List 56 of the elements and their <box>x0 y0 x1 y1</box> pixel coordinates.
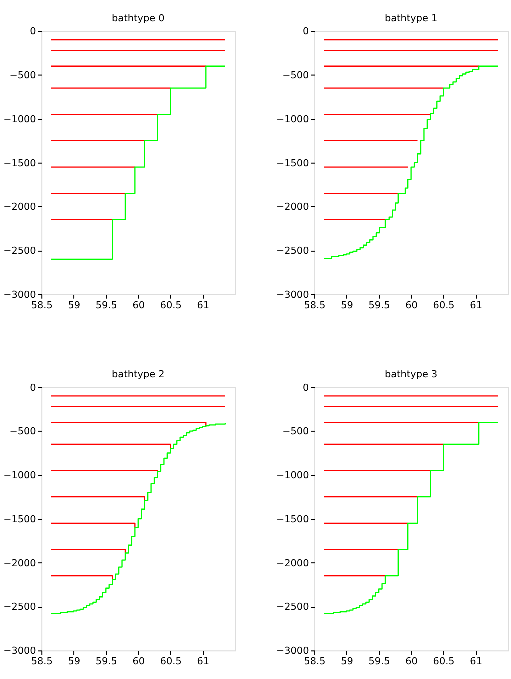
x-tick-label: 59.5 <box>96 656 118 668</box>
chart-title: bathtype 2 <box>112 370 165 381</box>
y-tick-label: −1500 <box>276 158 310 170</box>
y-tick-label: −500 <box>282 70 310 82</box>
x-tick-label: 60.5 <box>160 300 182 312</box>
x-tick-label: 59 <box>68 300 81 312</box>
x-tick-label: 59.5 <box>368 300 390 312</box>
y-tick-label: −500 <box>282 426 310 438</box>
x-tick-label: 61 <box>197 656 210 668</box>
y-tick-label: −2000 <box>276 558 310 570</box>
y-tick-label: 0 <box>303 382 310 394</box>
y-tick-label: −1000 <box>276 114 310 126</box>
y-tick-label: −1500 <box>276 514 310 526</box>
x-tick-label: 60.5 <box>160 656 182 668</box>
y-tick-label: −3000 <box>276 290 310 301</box>
x-tick-label: 58.5 <box>31 656 53 668</box>
x-tick-label: 58.5 <box>31 300 53 312</box>
y-tick-label: −1500 <box>4 514 36 526</box>
y-tick-label: 0 <box>30 382 36 394</box>
y-tick-label: −2500 <box>276 602 310 614</box>
x-tick-label: 59 <box>341 300 354 312</box>
y-tick-label: −1500 <box>4 158 36 170</box>
x-tick-label: 59 <box>341 656 354 668</box>
x-tick-label: 58.5 <box>304 300 326 312</box>
y-tick-label: −2000 <box>4 558 36 570</box>
chart-title: bathtype 3 <box>384 370 438 381</box>
x-tick-label: 60 <box>132 656 146 668</box>
x-tick-label: 61 <box>197 300 210 312</box>
x-tick-label: 59.5 <box>96 300 118 312</box>
y-tick-label: −500 <box>10 70 36 82</box>
x-tick-label: 60.5 <box>433 300 455 312</box>
y-tick-label: 0 <box>303 26 310 38</box>
x-tick-label: 60 <box>406 656 418 668</box>
y-tick-label: −2500 <box>276 246 310 258</box>
x-tick-label: 60 <box>406 300 418 312</box>
y-tick-label: −2000 <box>4 202 36 214</box>
chart-title: bathtype 1 <box>384 14 438 25</box>
x-tick-label: 59 <box>68 656 81 668</box>
x-tick-label: 61 <box>470 656 482 668</box>
y-tick-label: −500 <box>10 426 36 438</box>
y-tick-label: −3000 <box>276 646 310 658</box>
y-tick-label: −3000 <box>4 290 36 301</box>
y-tick-label: −3000 <box>4 646 36 658</box>
x-tick-label: 59.5 <box>368 656 390 668</box>
y-tick-label: 0 <box>30 26 36 38</box>
x-tick-label: 60.5 <box>433 656 455 668</box>
chart-title: bathtype 0 <box>112 14 165 25</box>
x-tick-label: 61 <box>470 300 482 312</box>
y-tick-label: −2000 <box>276 202 310 214</box>
y-tick-label: −1000 <box>4 114 36 126</box>
x-tick-label: 60 <box>132 300 146 312</box>
x-tick-label: 58.5 <box>304 656 326 668</box>
y-tick-label: −1000 <box>4 470 36 482</box>
y-tick-label: −2500 <box>4 246 36 258</box>
y-tick-label: −2500 <box>4 602 36 614</box>
y-tick-label: −1000 <box>276 470 310 482</box>
